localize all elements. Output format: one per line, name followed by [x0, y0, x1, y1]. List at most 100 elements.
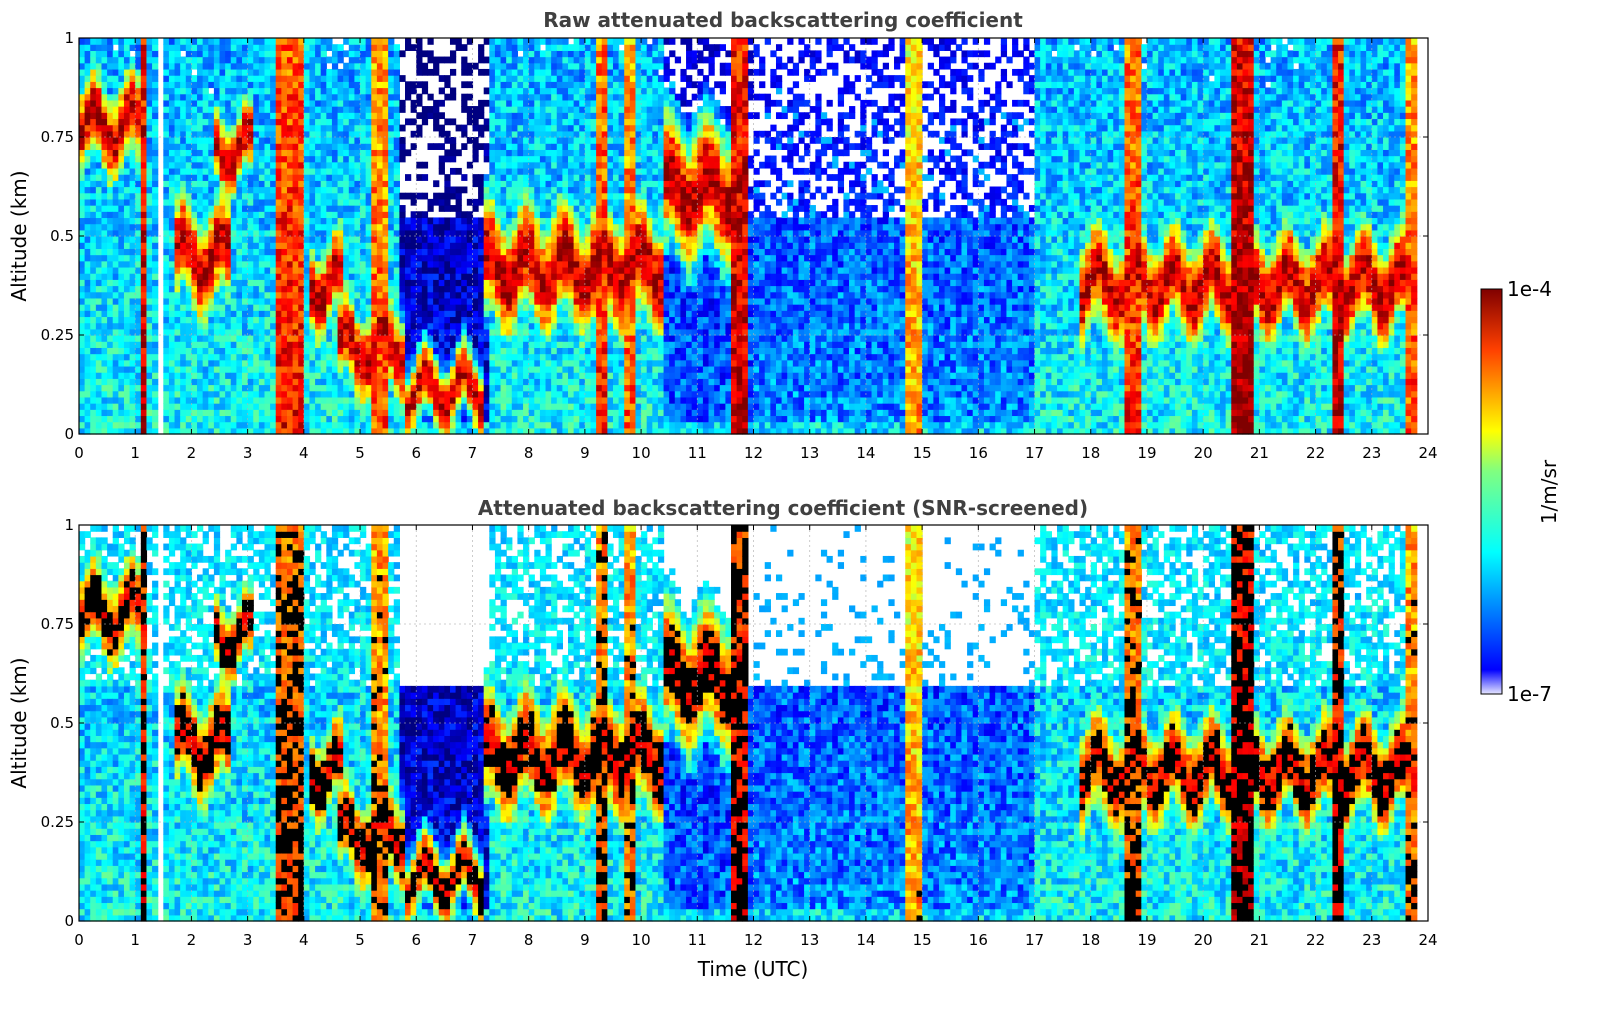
- heatmap-cell: [225, 341, 231, 348]
- heatmap-cell: [107, 304, 113, 311]
- heatmap-cell: [208, 217, 214, 224]
- heatmap-cell: [96, 292, 102, 299]
- heatmap-cell: [118, 310, 124, 317]
- heatmap-cell: [101, 112, 107, 119]
- heatmap-cell: [214, 180, 220, 187]
- heatmap-cell: [107, 236, 113, 243]
- heatmap-cell: [141, 143, 147, 150]
- heatmap-cell: [124, 409, 130, 416]
- heatmap-cell: [208, 267, 214, 274]
- heatmap-cell: [79, 403, 85, 410]
- heatmap-cell: [169, 131, 175, 138]
- heatmap-cell: [180, 143, 186, 150]
- heatmap-cell: [96, 180, 102, 187]
- heatmap-cell: [141, 50, 147, 57]
- heatmap-cell: [152, 409, 158, 416]
- heatmap-cell: [169, 88, 175, 95]
- heatmap-cell: [180, 57, 186, 64]
- heatmap-cell: [175, 230, 181, 237]
- heatmap-cell: [90, 298, 96, 305]
- heatmap-cell: [90, 335, 96, 342]
- heatmap-cell: [90, 88, 96, 95]
- heatmap-cell: [169, 81, 175, 88]
- heatmap-cell: [231, 329, 237, 336]
- heatmap-cell: [180, 224, 186, 231]
- heatmap-cell: [141, 205, 147, 212]
- heatmap-cell: [79, 273, 85, 280]
- heatmap-cell: [152, 372, 158, 379]
- heatmap-cell: [85, 187, 91, 194]
- heatmap-cell: [96, 38, 102, 45]
- heatmap-cell: [90, 360, 96, 367]
- heatmap-cell: [208, 63, 214, 70]
- heatmap-cell: [191, 118, 197, 125]
- heatmap-cell: [203, 81, 209, 88]
- heatmap-cell: [197, 323, 203, 330]
- heatmap-cell: [220, 267, 226, 274]
- heatmap-cell: [236, 125, 242, 132]
- heatmap-cell: [214, 316, 220, 323]
- heatmap-cell: [124, 50, 130, 57]
- heatmap-cell: [214, 211, 220, 218]
- heatmap-cell: [197, 174, 203, 181]
- heatmap-cell: [85, 118, 91, 125]
- heatmap-cell: [79, 360, 85, 367]
- heatmap-cell: [124, 81, 130, 88]
- heatmap-cell: [236, 69, 242, 76]
- heatmap-cell: [214, 81, 220, 88]
- heatmap-cell: [85, 230, 91, 237]
- heatmap-cell: [169, 162, 175, 169]
- heatmap-cell: [208, 211, 214, 218]
- heatmap-cell: [169, 94, 175, 101]
- heatmap-cell: [135, 242, 141, 249]
- heatmap-cell: [175, 248, 181, 255]
- heatmap-cell: [180, 372, 186, 379]
- heatmap-cell: [169, 360, 175, 367]
- heatmap-cell: [118, 162, 124, 169]
- heatmap-cell: [96, 341, 102, 348]
- heatmap-cell: [101, 385, 107, 392]
- heatmap-cell: [96, 100, 102, 107]
- heatmap-cell: [124, 292, 130, 299]
- heatmap-cell: [175, 156, 181, 163]
- heatmap-cell: [135, 81, 141, 88]
- heatmap-cell: [113, 57, 119, 64]
- heatmap-cell: [118, 286, 124, 293]
- heatmap-cell: [197, 347, 203, 354]
- heatmap-cell: [101, 94, 107, 101]
- heatmap-cell: [146, 131, 152, 138]
- heatmap-cell: [180, 360, 186, 367]
- heatmap-cell: [141, 409, 147, 416]
- heatmap-cell: [135, 385, 141, 392]
- heatmap-cell: [208, 397, 214, 404]
- heatmap-cell: [236, 372, 242, 379]
- heatmap-cell: [180, 279, 186, 286]
- heatmap-cell: [248, 316, 254, 323]
- heatmap-cell: [146, 323, 152, 330]
- heatmap-cell: [169, 100, 175, 107]
- heatmap-cell: [180, 261, 186, 268]
- heatmap-cell: [231, 75, 237, 82]
- heatmap-cell: [236, 94, 242, 101]
- heatmap-cell: [163, 286, 169, 293]
- heatmap-cell: [231, 81, 237, 88]
- heatmap-cell: [107, 211, 113, 218]
- heatmap-cell: [236, 347, 242, 354]
- heatmap-cell: [107, 397, 113, 404]
- heatmap-cell: [203, 174, 209, 181]
- heatmap-cell: [135, 391, 141, 398]
- heatmap-cell: [175, 137, 181, 144]
- heatmap-cell: [225, 261, 231, 268]
- heatmap-cell: [118, 372, 124, 379]
- heatmap-cell: [220, 57, 226, 64]
- heatmap-cell: [208, 360, 214, 367]
- heatmap-cell: [101, 125, 107, 132]
- heatmap-cell: [90, 279, 96, 286]
- heatmap-cell: [141, 156, 147, 163]
- heatmap-cell: [113, 310, 119, 317]
- heatmap-cell: [90, 125, 96, 132]
- heatmap-cell: [180, 199, 186, 206]
- heatmap-cell: [163, 273, 169, 280]
- heatmap-cell: [85, 174, 91, 181]
- heatmap-cell: [96, 304, 102, 311]
